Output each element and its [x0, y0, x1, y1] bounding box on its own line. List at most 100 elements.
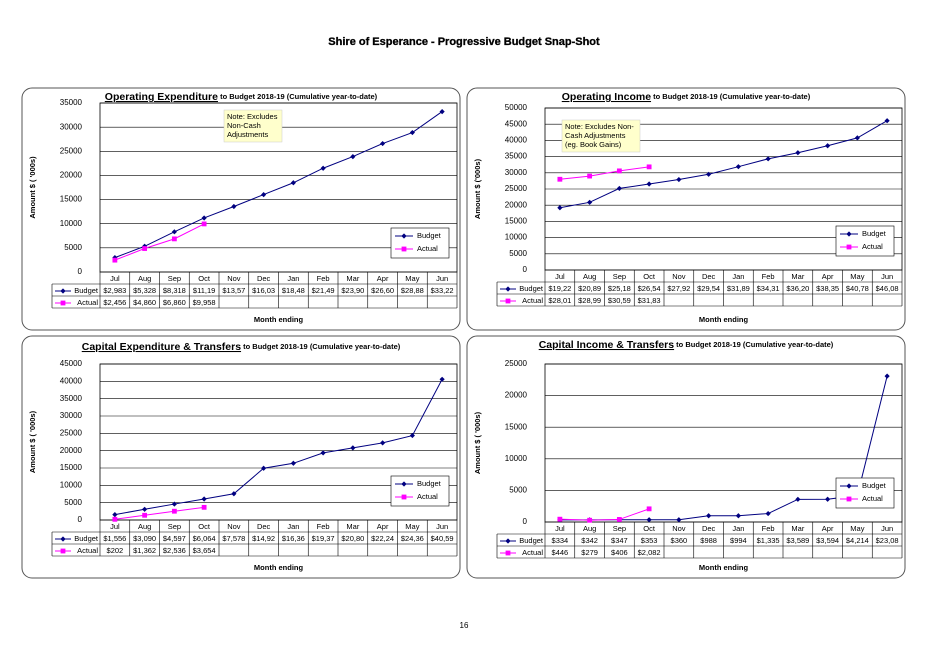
budget-marker	[171, 229, 177, 235]
budget-marker	[825, 496, 831, 502]
x-tick-label: Nov	[227, 522, 241, 531]
x-tick-label: Aug	[138, 274, 151, 283]
y-axis-label: Amount $ ( '000s)	[28, 410, 37, 473]
actual-marker	[646, 164, 652, 170]
y-tick-label: 25000	[505, 359, 528, 368]
y-tick-label: 5000	[64, 243, 82, 252]
table-row-label: Actual	[522, 548, 543, 557]
y-tick-label: 30000	[505, 168, 528, 177]
budget-marker	[320, 165, 326, 171]
budget-marker	[765, 510, 771, 517]
table-value: $342	[581, 536, 598, 545]
y-tick-label: 20000	[60, 171, 83, 180]
budget-marker	[290, 460, 296, 466]
x-tick-label: Nov	[672, 272, 686, 281]
table-value: $20,80	[341, 534, 364, 543]
actual-marker	[587, 173, 593, 179]
table-value: $19,37	[312, 534, 335, 543]
series-line	[114, 223, 205, 261]
table-value: $360	[671, 536, 688, 545]
series-line	[559, 166, 650, 180]
note-text: Note: Excludes	[227, 112, 278, 121]
x-tick-label: Aug	[583, 272, 596, 281]
budget-marker	[142, 506, 148, 512]
y-tick-label: 30000	[60, 122, 83, 131]
legend-box	[835, 477, 895, 509]
x-axis-label: Month ending	[699, 315, 749, 324]
budget-marker	[646, 181, 652, 187]
chart-title-main: Operating Income	[562, 91, 651, 103]
y-tick-label: 15000	[505, 422, 528, 431]
table-value: $19,22	[548, 284, 571, 293]
x-tick-label: Jan	[287, 522, 299, 531]
budget-marker	[505, 538, 511, 544]
table-value: $20,89	[578, 284, 601, 293]
table-row-label: Budget	[74, 286, 99, 295]
x-tick-label: Jan	[732, 524, 744, 533]
table-row-label: Budget	[74, 534, 99, 543]
table-value: $2,082	[638, 548, 661, 557]
actual-marker	[201, 504, 207, 510]
table-value: $25,18	[608, 284, 631, 293]
series-line	[559, 120, 888, 209]
x-tick-label: Oct	[198, 274, 211, 283]
x-tick-label: Dec	[702, 272, 716, 281]
y-axis-label: Amount $ ( '000s)	[28, 156, 37, 219]
table-row-label: Budget	[519, 536, 544, 545]
table-value: $2,536	[163, 546, 186, 555]
chart-panel: Operating Income to Budget 2018-19 (Cumu…	[466, 87, 906, 331]
x-tick-label: Feb	[317, 274, 330, 283]
y-tick-label: 10000	[505, 233, 528, 242]
x-tick-label: Dec	[257, 274, 271, 283]
x-tick-label: May	[850, 272, 864, 281]
budget-marker	[380, 140, 386, 147]
budget-marker	[350, 445, 356, 451]
y-tick-label: 10000	[60, 219, 83, 228]
y-tick-label: 30000	[60, 411, 83, 420]
table-value: $33,22	[431, 286, 454, 295]
chart-title-main: Capital Expenditure & Transfers	[82, 341, 241, 353]
table-value: $36,20	[786, 284, 809, 293]
x-tick-label: Jun	[881, 272, 893, 281]
table-value: $7,578	[222, 534, 245, 543]
legend-label: Actual	[417, 492, 438, 501]
y-tick-label: 50000	[505, 103, 528, 112]
y-tick-label: 0	[78, 515, 83, 524]
table-value: $23,08	[876, 536, 899, 545]
table-value: $30,59	[608, 296, 631, 305]
x-tick-label: Jul	[555, 272, 565, 281]
y-tick-label: 45000	[60, 359, 83, 368]
table-value: $9,958	[193, 298, 216, 307]
table-value: $28,88	[401, 286, 424, 295]
table-value: $40,78	[846, 284, 869, 293]
actual-marker	[846, 496, 852, 502]
budget-marker	[201, 215, 207, 221]
x-tick-label: Nov	[227, 274, 241, 283]
actual-marker	[142, 512, 148, 518]
table-value: $1,335	[757, 536, 780, 545]
table-value: $347	[611, 536, 628, 545]
chart-panel: Capital Expenditure & Transfers to Budge…	[21, 335, 461, 579]
budget-marker	[60, 536, 66, 542]
table-value: $24,36	[401, 534, 424, 543]
chart-title-sub: to Budget 2018-19 (Cumulative year-to-da…	[651, 92, 811, 101]
x-tick-label: Nov	[672, 524, 686, 533]
chart-panel: Operating Expenditure to Budget 2018-19 …	[21, 87, 461, 331]
x-tick-label: Aug	[138, 522, 151, 531]
actual-marker	[557, 176, 563, 182]
table-value: $26,54	[638, 284, 661, 293]
chart-title-sub: to Budget 2018-19 (Cumulative year-to-da…	[674, 340, 834, 349]
actual-marker	[112, 257, 118, 263]
budget-marker	[290, 180, 296, 186]
page-number: 16	[460, 621, 469, 630]
x-tick-label: Jun	[436, 274, 448, 283]
chart-title: Operating Expenditure to Budget 2018-19 …	[105, 91, 378, 103]
actual-marker	[171, 236, 177, 242]
budget-marker	[795, 150, 801, 156]
table-value: $279	[581, 548, 598, 557]
table-value: $3,589	[786, 536, 809, 545]
actual-marker	[60, 548, 66, 554]
y-tick-label: 10000	[60, 480, 83, 489]
y-tick-label: 10000	[505, 454, 528, 463]
table-row-label: Actual	[522, 296, 543, 305]
